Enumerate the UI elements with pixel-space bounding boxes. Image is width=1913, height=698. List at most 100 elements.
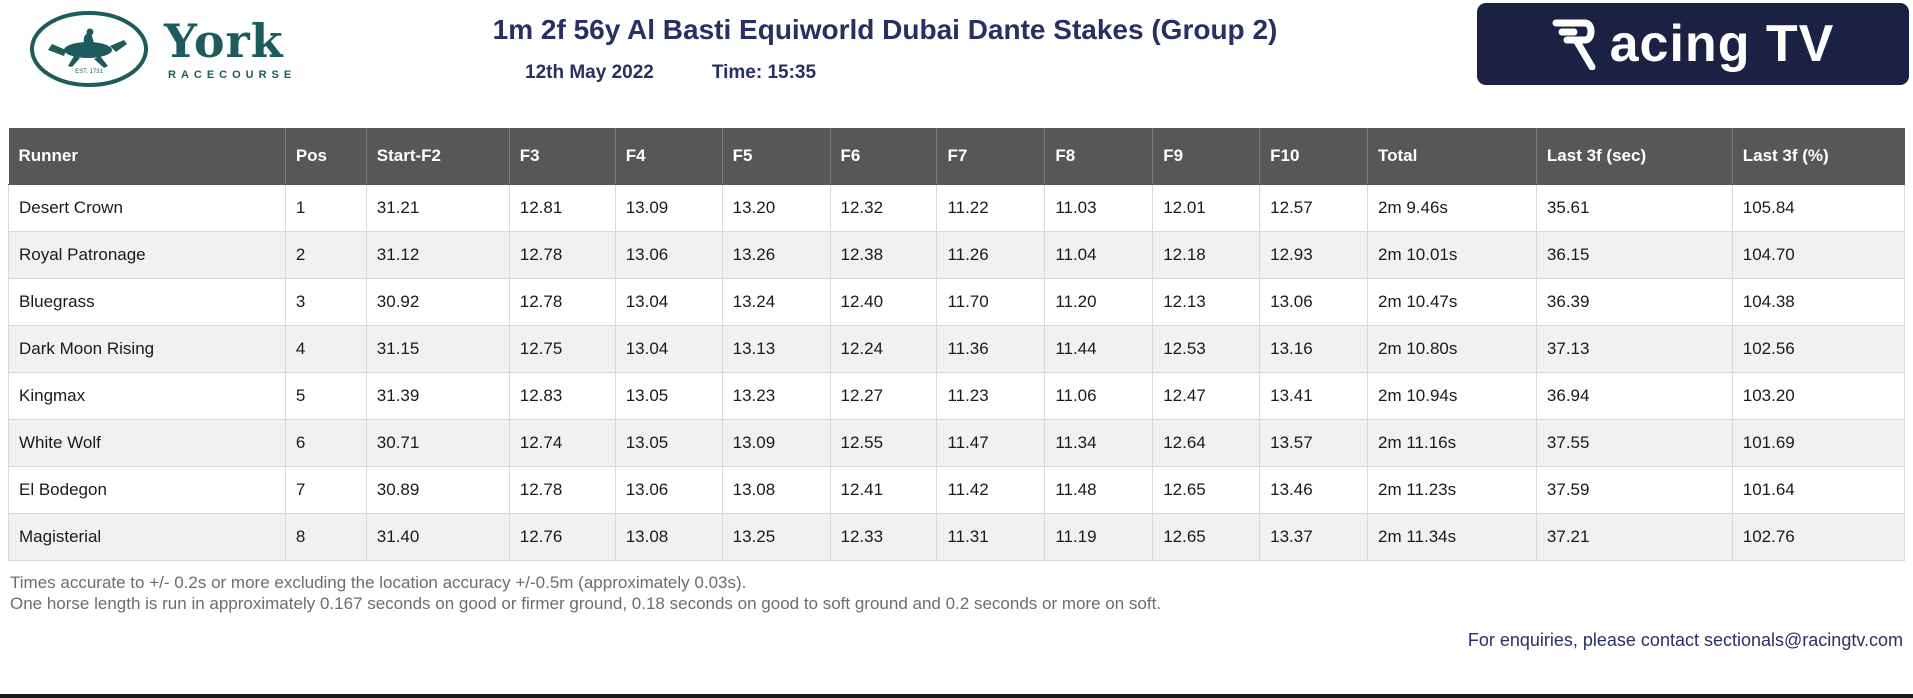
column-header-f9: F9 (1152, 128, 1260, 185)
value-cell: 31.21 (365, 183, 510, 232)
value-cell: 4 (284, 324, 367, 373)
value-cell: 11.47 (936, 418, 1046, 467)
race-date: 12th May 2022 (525, 62, 654, 83)
value-cell: 37.21 (1535, 512, 1733, 561)
value-cell: 13.09 (721, 418, 831, 467)
value-cell: 13.16 (1259, 324, 1368, 373)
value-cell: 6 (284, 418, 367, 467)
value-cell: 13.06 (614, 465, 723, 514)
value-cell: 37.13 (1535, 324, 1733, 373)
value-cell: 11.48 (1044, 465, 1154, 514)
table-row: Desert Crown 1 31.21 12.81 13.09 13.20 12.32 11… (8, 183, 1906, 232)
value-cell: 12.81 (508, 183, 616, 232)
value-cell: 12.18 (1152, 230, 1261, 279)
column-header-f8: F8 (1044, 128, 1153, 185)
value-cell: 2m 10.47s (1366, 277, 1537, 326)
value-cell: 37.59 (1535, 465, 1733, 514)
value-cell: 12.65 (1152, 465, 1261, 514)
value-cell: 102.76 (1731, 512, 1906, 561)
value-cell: 2m 11.23s (1366, 465, 1537, 514)
value-cell: 104.70 (1731, 230, 1906, 279)
runner-name-cell: Desert Crown (8, 183, 286, 232)
value-cell: 103.20 (1731, 371, 1906, 420)
value-cell: 12.74 (508, 418, 616, 467)
value-cell: 13.09 (614, 183, 723, 232)
column-header-pos: Pos (284, 128, 367, 185)
value-cell: 13.57 (1259, 418, 1368, 467)
value-cell: 13.25 (721, 512, 831, 561)
column-header-start-f2: Start-F2 (365, 128, 510, 185)
value-cell: 12.57 (1259, 183, 1368, 232)
value-cell: 7 (284, 465, 367, 514)
value-cell: 13.37 (1259, 512, 1368, 561)
value-cell: 12.65 (1152, 512, 1261, 561)
value-cell: 12.93 (1259, 230, 1368, 279)
value-cell: 31.40 (365, 512, 510, 561)
value-cell: 12.76 (508, 512, 616, 561)
racing-tv-r-icon (1552, 19, 1596, 70)
page-header: EST. 1731 York RACECOURSE 1m 2f 56y Al B… (0, 0, 1913, 100)
race-title: 1m 2f 56y Al Basti Equiworld Dubai Dante… (492, 14, 1278, 45)
table-row: White Wolf 6 30.71 12.74 13.05 13.09 12.55 11.4… (8, 418, 1906, 467)
value-cell: 2m 9.46s (1366, 183, 1537, 232)
table-row: Dark Moon Rising 4 31.15 12.75 13.04 13.13 12.… (8, 324, 1906, 373)
table-row: Kingmax 5 31.39 12.83 13.05 13.23 12.27 11.23 11… (8, 371, 1906, 420)
value-cell: 12.32 (829, 183, 938, 232)
value-cell: 5 (284, 371, 367, 420)
value-cell: 11.06 (1044, 371, 1154, 420)
value-cell: 2m 11.34s (1366, 512, 1537, 561)
value-cell: 11.23 (936, 371, 1046, 420)
value-cell: 102.56 (1731, 324, 1906, 373)
value-cell: 13.04 (614, 324, 723, 373)
column-header-f6: F6 (829, 128, 937, 185)
contact-prefix: For enquiries, please contact (1467, 630, 1704, 650)
york-logo-text: York RACECOURSE (164, 18, 296, 81)
value-cell: 30.71 (365, 418, 510, 467)
value-cell: 2m 11.16s (1366, 418, 1537, 467)
value-cell: 1 (284, 183, 367, 232)
runner-name-cell: Royal Patronage (8, 230, 286, 279)
contact-email-link[interactable]: sectionals@racingtv.com (1703, 630, 1903, 650)
value-cell: 11.20 (1044, 277, 1154, 326)
value-cell: 11.03 (1044, 183, 1154, 232)
runner-name-cell: White Wolf (8, 418, 286, 467)
york-racecourse-logo: EST. 1731 York RACECOURSE (28, 10, 296, 88)
racing-tv-logo: acing TV (1477, 3, 1909, 85)
value-cell: 12.27 (829, 371, 938, 420)
value-cell: 13.13 (721, 324, 831, 373)
value-cell: 12.75 (508, 324, 616, 373)
value-cell: 35.61 (1535, 183, 1733, 232)
table-row: El Bodegon 7 30.89 12.78 13.06 13.08 12.41 11.4… (8, 465, 1906, 514)
column-header-last-3f: Last 3f (%) (1731, 128, 1905, 185)
value-cell: 101.64 (1731, 465, 1906, 514)
value-cell: 11.70 (936, 277, 1046, 326)
value-cell: 12.38 (829, 230, 938, 279)
value-cell: 101.69 (1731, 418, 1906, 467)
table-row: Royal Patronage 2 31.12 12.78 13.06 13.26 12.3… (8, 230, 1906, 279)
value-cell: 2m 10.94s (1366, 371, 1537, 420)
column-header-total: Total (1366, 128, 1537, 185)
value-cell: 13.04 (614, 277, 723, 326)
york-est-text: EST. 1731 (75, 69, 103, 75)
value-cell: 12.78 (508, 277, 616, 326)
value-cell: 31.39 (365, 371, 510, 420)
enquiries-contact: For enquiries, please contact sectionals… (1468, 630, 1903, 651)
value-cell: 13.06 (1259, 277, 1368, 326)
value-cell: 3 (284, 277, 367, 326)
runner-name-cell: Kingmax (8, 371, 286, 420)
value-cell: 11.22 (936, 183, 1046, 232)
column-header-f3: F3 (508, 128, 616, 185)
value-cell: 13.08 (614, 512, 723, 561)
footnote-line-1: Times accurate to +/- 0.2s or more exclu… (10, 573, 747, 592)
sectional-times-table: Runner Pos Start-F2 F3 F4 F5 F6 F7 F8 F9 F10 Total L… (8, 128, 1906, 561)
york-horse-oval-icon: EST. 1731 (30, 11, 148, 87)
value-cell: 13.46 (1259, 465, 1368, 514)
value-cell: 36.94 (1535, 371, 1733, 420)
table-body: Desert Crown 1 31.21 12.81 13.09 13.20 12.32 11… (8, 183, 1906, 561)
value-cell: 13.20 (721, 183, 831, 232)
value-cell: 13.26 (721, 230, 831, 279)
value-cell: 12.83 (508, 371, 616, 420)
column-header-last-3f-sec: Last 3f (sec) (1535, 128, 1733, 185)
column-header-f5: F5 (721, 128, 831, 185)
